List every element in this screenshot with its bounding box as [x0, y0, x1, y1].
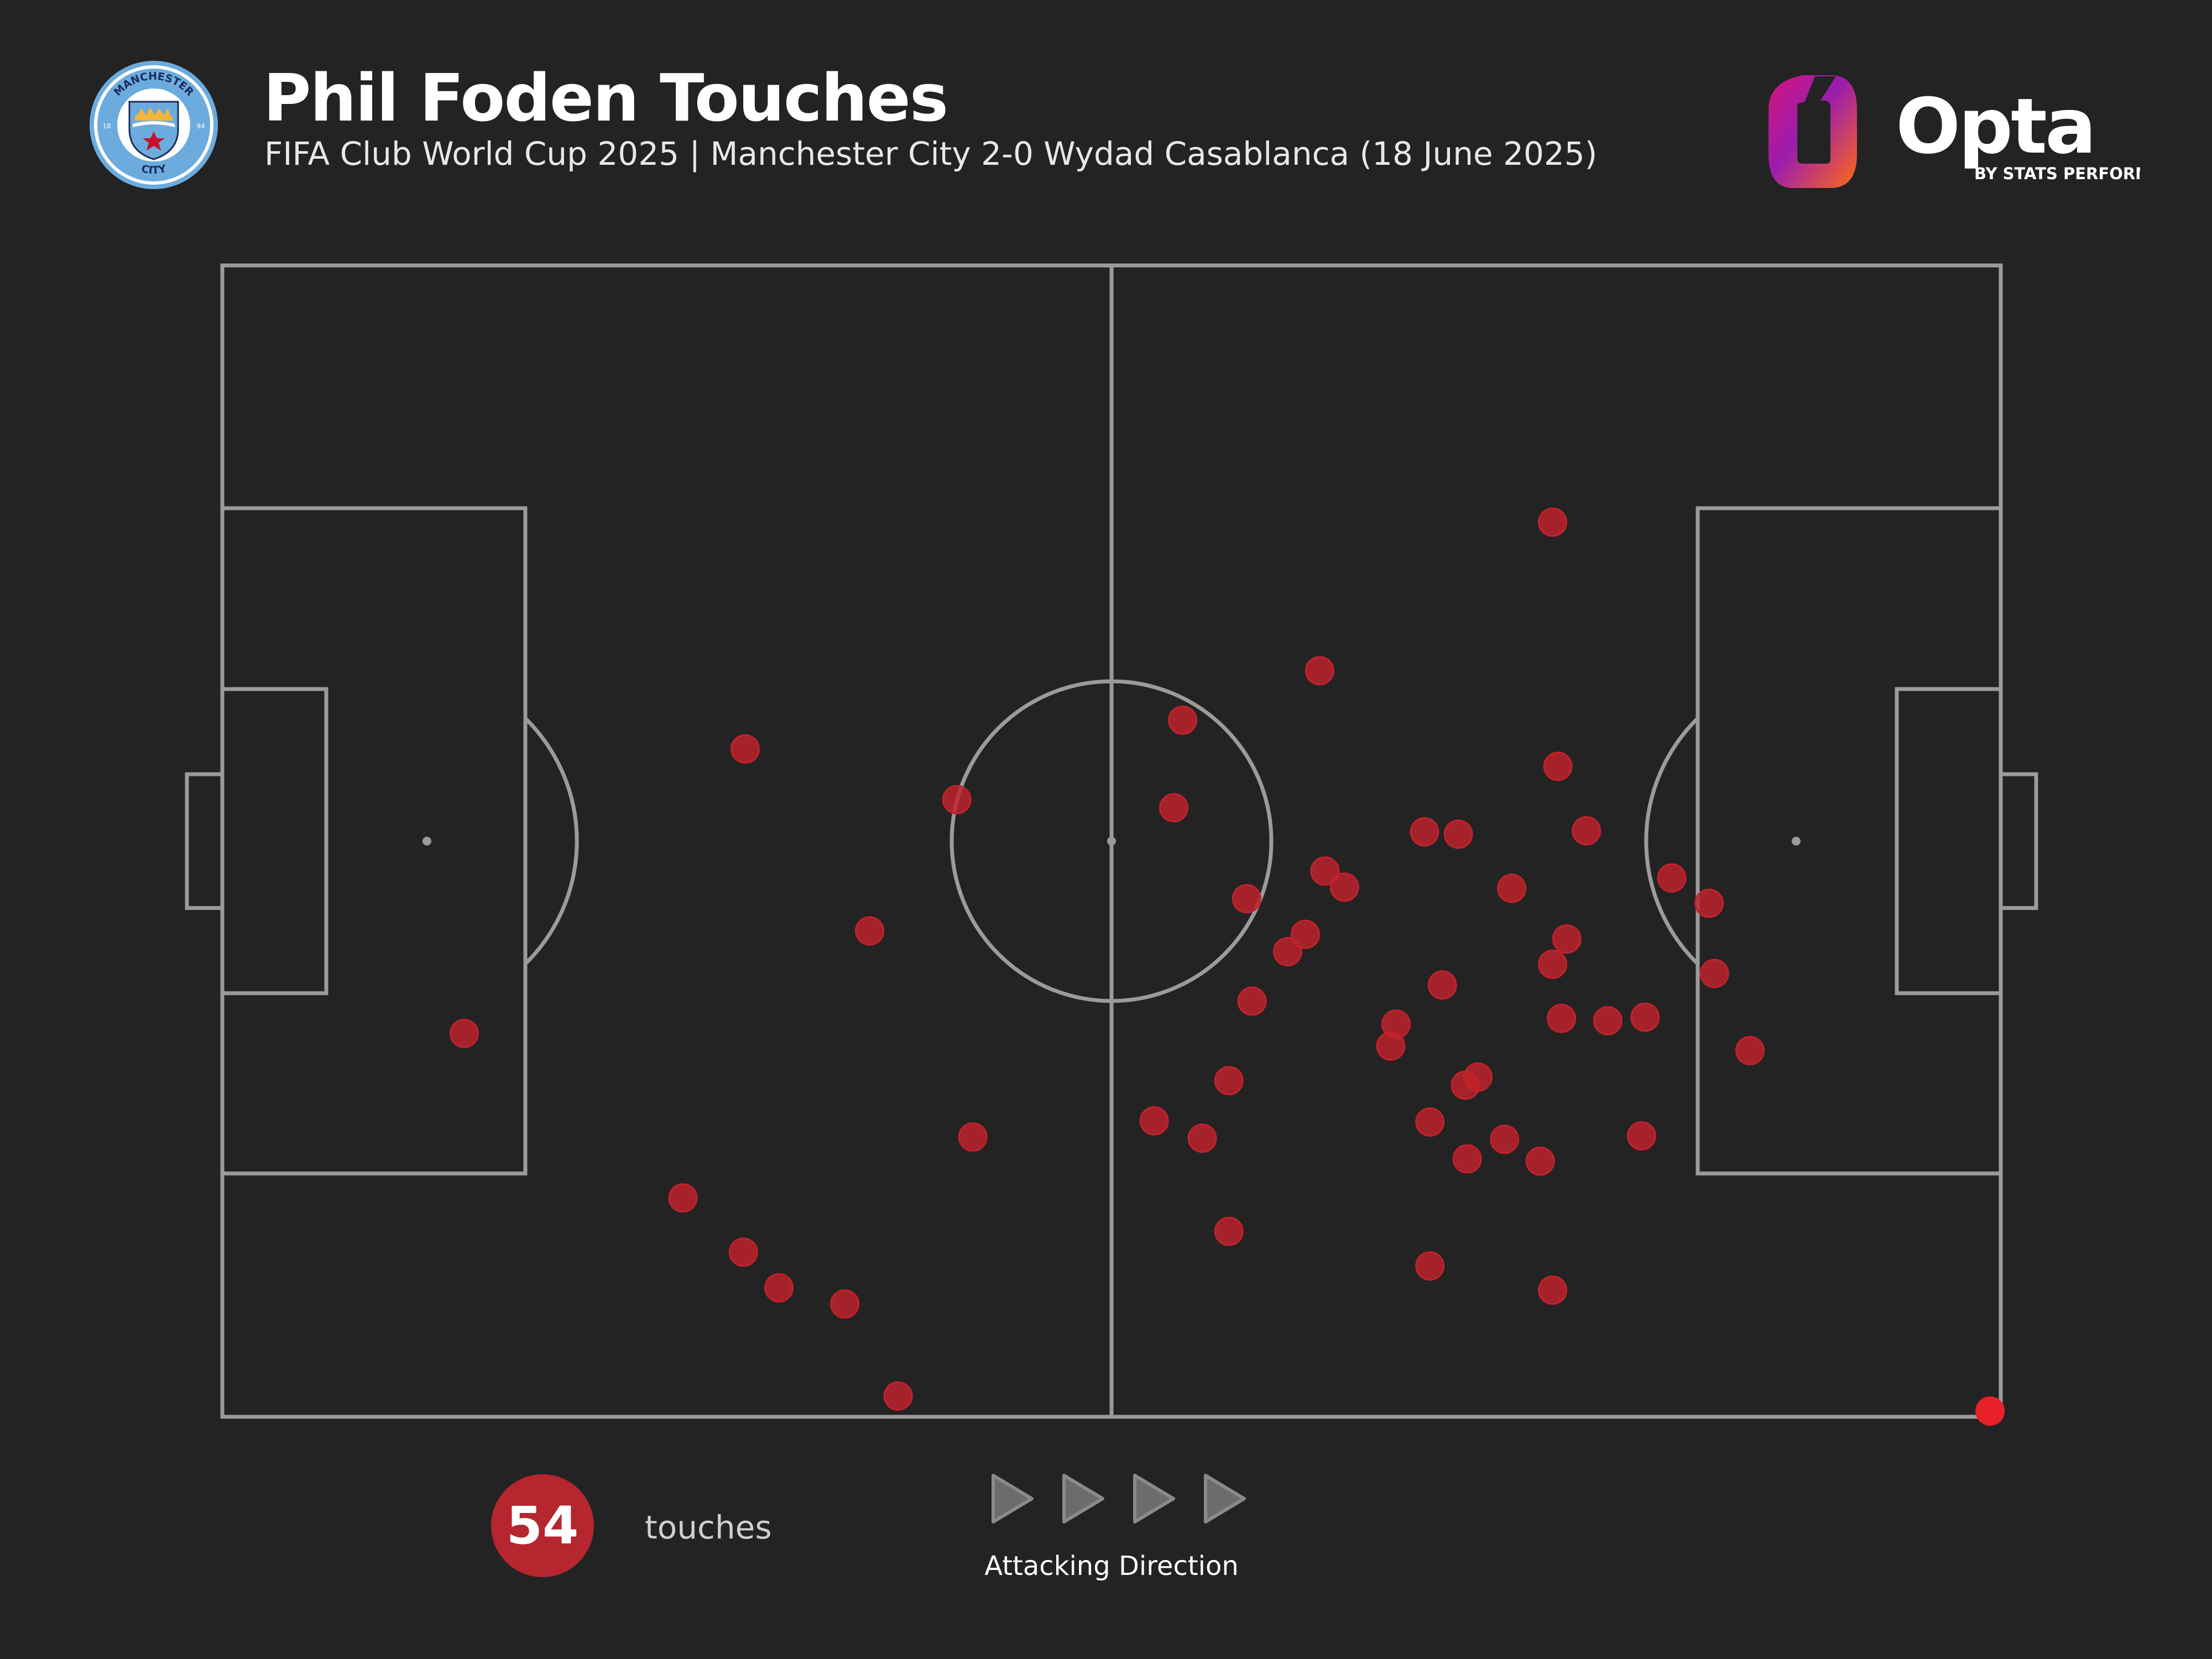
opta-tagline: BY STATS PERFORM [1974, 164, 2140, 183]
crest-year-right: 94 [196, 122, 205, 130]
touch-point-14 [1232, 884, 1261, 914]
left-six-yard-box [220, 687, 328, 995]
touch-point-16 [1694, 888, 1724, 918]
left-penalty-spot [422, 837, 431, 846]
touch-count-label: touches [645, 1509, 772, 1546]
left-goal [185, 772, 225, 910]
touch-points [449, 507, 2005, 1426]
touch-point-38 [1490, 1124, 1520, 1154]
direction-arrow-icon [992, 1474, 1034, 1524]
touch-point-19 [855, 916, 885, 946]
right-goal [1999, 772, 2038, 910]
direction-arrow-icon [1133, 1474, 1175, 1524]
touch-point-18 [1552, 924, 1582, 954]
touch-point-46 [764, 1273, 794, 1303]
touch-count-badge: 54 [491, 1474, 594, 1577]
touch-point-26 [1547, 1004, 1577, 1034]
touch-point-39 [1626, 1121, 1656, 1151]
touch-point-30 [1376, 1031, 1406, 1061]
touch-point-9 [1410, 817, 1439, 847]
left-penalty-area [220, 506, 528, 1176]
centre-spot [1107, 837, 1116, 846]
touch-point-12 [1329, 872, 1359, 902]
touch-point-1 [1538, 507, 1568, 537]
highlight-touch-point-1 [1975, 1396, 2005, 1426]
touch-point-13 [1497, 873, 1527, 903]
attacking-direction-label: Attacking Direction [984, 1551, 1239, 1582]
touch-point-4 [1159, 793, 1189, 823]
touch-point-49 [1538, 1275, 1568, 1305]
left-penalty-arc [524, 717, 579, 966]
direction-arrow-icon [1062, 1474, 1104, 1524]
right-penalty-spot [1792, 837, 1801, 846]
touch-point-17 [1291, 920, 1320, 950]
touch-point-21 [1538, 950, 1568, 979]
direction-arrow-icon [1204, 1474, 1246, 1524]
touch-point-45 [728, 1237, 758, 1267]
opta-wordmark: Opta [1896, 82, 2094, 171]
touch-point-28 [1630, 1003, 1660, 1032]
touch-point-7 [942, 785, 972, 815]
touch-point-22 [1699, 958, 1729, 988]
touch-point-23 [1427, 970, 1457, 1000]
attacking-direction-arrows [992, 1474, 1246, 1524]
touch-point-34 [1451, 1070, 1480, 1100]
crest-year-left: 18 [102, 122, 111, 130]
crest-text-bottom: CITY [140, 163, 168, 176]
touch-point-29 [449, 1019, 479, 1048]
touch-point-11 [1310, 856, 1340, 886]
manchester-city-crest-icon: MANCHESTER CITY 18 94 [90, 61, 218, 189]
touch-point-10 [1443, 820, 1473, 849]
right-penalty-arc [1644, 717, 1699, 966]
touch-point-3 [1168, 705, 1198, 735]
touch-point-44 [1214, 1217, 1244, 1246]
touch-point-35 [1139, 1106, 1169, 1136]
touch-point-15 [1657, 863, 1687, 893]
touch-point-41 [1452, 1144, 1482, 1174]
page-title: Phil Foden Touches [263, 60, 948, 136]
touch-point-43 [668, 1183, 698, 1213]
touch-point-5 [1543, 752, 1573, 781]
touch-point-24 [1237, 986, 1267, 1016]
centre-circle [950, 679, 1274, 1003]
touch-point-36 [1187, 1123, 1217, 1153]
touch-point-40 [958, 1122, 988, 1152]
opta-logo-icon: Opta BY STATS PERFORM [1768, 75, 2140, 188]
right-six-yard-box [1895, 687, 2003, 995]
page-subtitle: FIFA Club World Cup 2025 | Manchester Ci… [264, 135, 1598, 173]
touch-point-48 [1415, 1251, 1445, 1281]
touch-point-37 [1415, 1107, 1445, 1137]
touch-point-8 [1572, 816, 1601, 846]
touch-point-27 [1593, 1006, 1623, 1036]
touch-point-31 [1735, 1036, 1765, 1066]
touch-point-6 [731, 734, 760, 764]
touch-point-32 [1214, 1066, 1244, 1095]
touch-point-42 [1525, 1146, 1555, 1176]
right-penalty-area [1695, 506, 2003, 1176]
touch-point-2 [1305, 656, 1334, 686]
touch-point-20 [1272, 937, 1302, 967]
touch-point-47 [830, 1289, 860, 1319]
touch-point-50 [883, 1381, 913, 1411]
